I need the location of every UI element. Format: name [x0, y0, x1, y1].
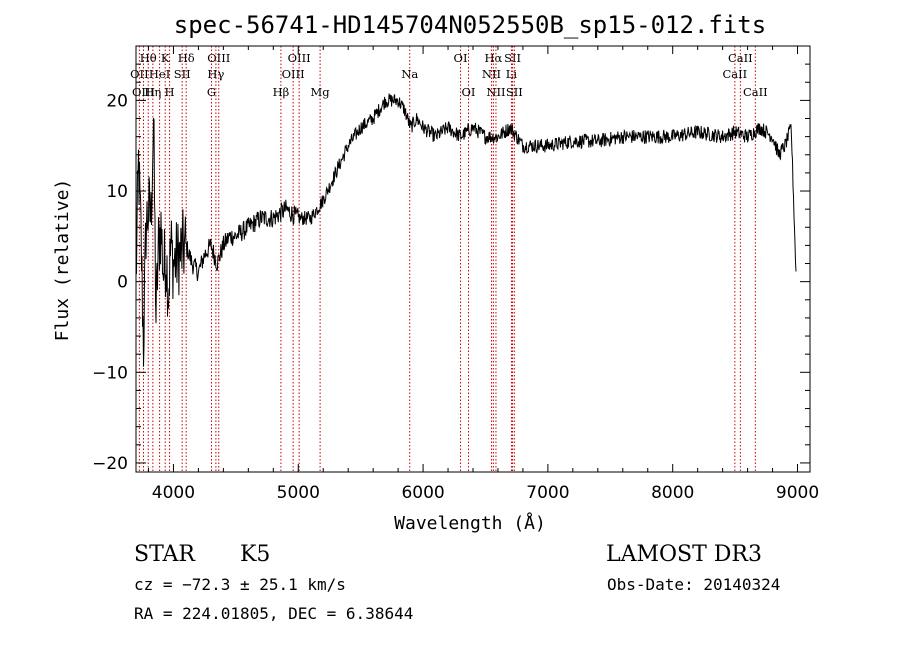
spectral-line-label: Li: [506, 67, 518, 81]
spectral-line-label: Mg: [311, 85, 331, 99]
axis-ticks: 4000 5000 6000 7000 8000 9000 −20 −10 0 10 20: [92, 46, 819, 503]
spectral-line-label: OIII: [132, 85, 155, 99]
spectral-line-markers: Hθ OII OIII K HeI Hη Hδ SII H OIII Hγ G OIII OIII Hβ Mg…: [130, 46, 768, 472]
spectral-line-label: OII: [130, 67, 149, 81]
survey-label: LAMOST DR3: [606, 542, 762, 567]
spectral-line-label: CaII: [728, 51, 753, 65]
spectral-line-label: Na: [401, 67, 418, 81]
spectral-line-label: OIII: [207, 51, 230, 65]
spectral-line-label: Hδ: [178, 51, 195, 65]
x-tick-label: 8000: [651, 483, 694, 503]
spectral-line-label: Hβ: [273, 85, 290, 99]
spectral-line-label: H: [165, 85, 175, 99]
x-tick-label: 5000: [277, 483, 320, 503]
y-tick-label: 20: [106, 91, 128, 111]
x-tick-label: 7000: [526, 483, 569, 503]
x-tick-label: 9000: [776, 483, 819, 503]
object-subclass: K5: [240, 542, 270, 567]
y-tick-label: −20: [92, 454, 128, 474]
spectral-line-label: CaII: [743, 85, 768, 99]
y-tick-label: −10: [92, 363, 128, 383]
flux-line: [135, 93, 797, 367]
y-axis-label: Flux (relative): [52, 179, 73, 342]
spectral-line-label: OIII: [282, 67, 305, 81]
plot-frame: [135, 45, 811, 473]
spectral-line-label: Hγ: [207, 67, 224, 81]
chart-title: spec-56741-HD145704N052550B_sp15-012.fit…: [174, 11, 766, 39]
y-tick-label: 0: [117, 273, 128, 293]
x-tick-label: 4000: [152, 483, 195, 503]
x-axis-label: Wavelength (Å): [394, 512, 546, 534]
spectral-line-label: SII: [504, 51, 521, 65]
observation-date: Obs-Date: 20140324: [607, 575, 780, 594]
coordinates-readout: RA = 224.01805, DEC = 6.38644: [134, 604, 413, 623]
spectral-line-label: SII: [174, 67, 191, 81]
spectral-line-label: Hη: [144, 85, 161, 99]
spectral-line-label: OIII: [288, 51, 311, 65]
redshift-readout: cz = −72.3 ± 25.1 km/s: [134, 575, 346, 594]
spectral-line-label: OI: [462, 85, 476, 99]
spectrum-series: [135, 93, 797, 367]
object-class: STAR: [134, 542, 196, 567]
spectral-line-label: CaII: [722, 67, 747, 81]
spectral-line-label: SII: [506, 85, 523, 99]
spectral-line-label: OI: [454, 51, 468, 65]
spectral-line-label: Hα: [484, 51, 502, 65]
spectral-line-label: NII: [482, 67, 501, 81]
spectral-line-label: G: [207, 85, 216, 99]
spectral-line-label: NII: [486, 85, 505, 99]
spectral-line-label: K: [161, 51, 170, 65]
y-tick-label: 10: [106, 182, 128, 202]
spectral-line-label: HeI: [149, 67, 170, 81]
spectral-line-label: Hθ: [140, 51, 157, 65]
x-tick-label: 6000: [401, 483, 444, 503]
